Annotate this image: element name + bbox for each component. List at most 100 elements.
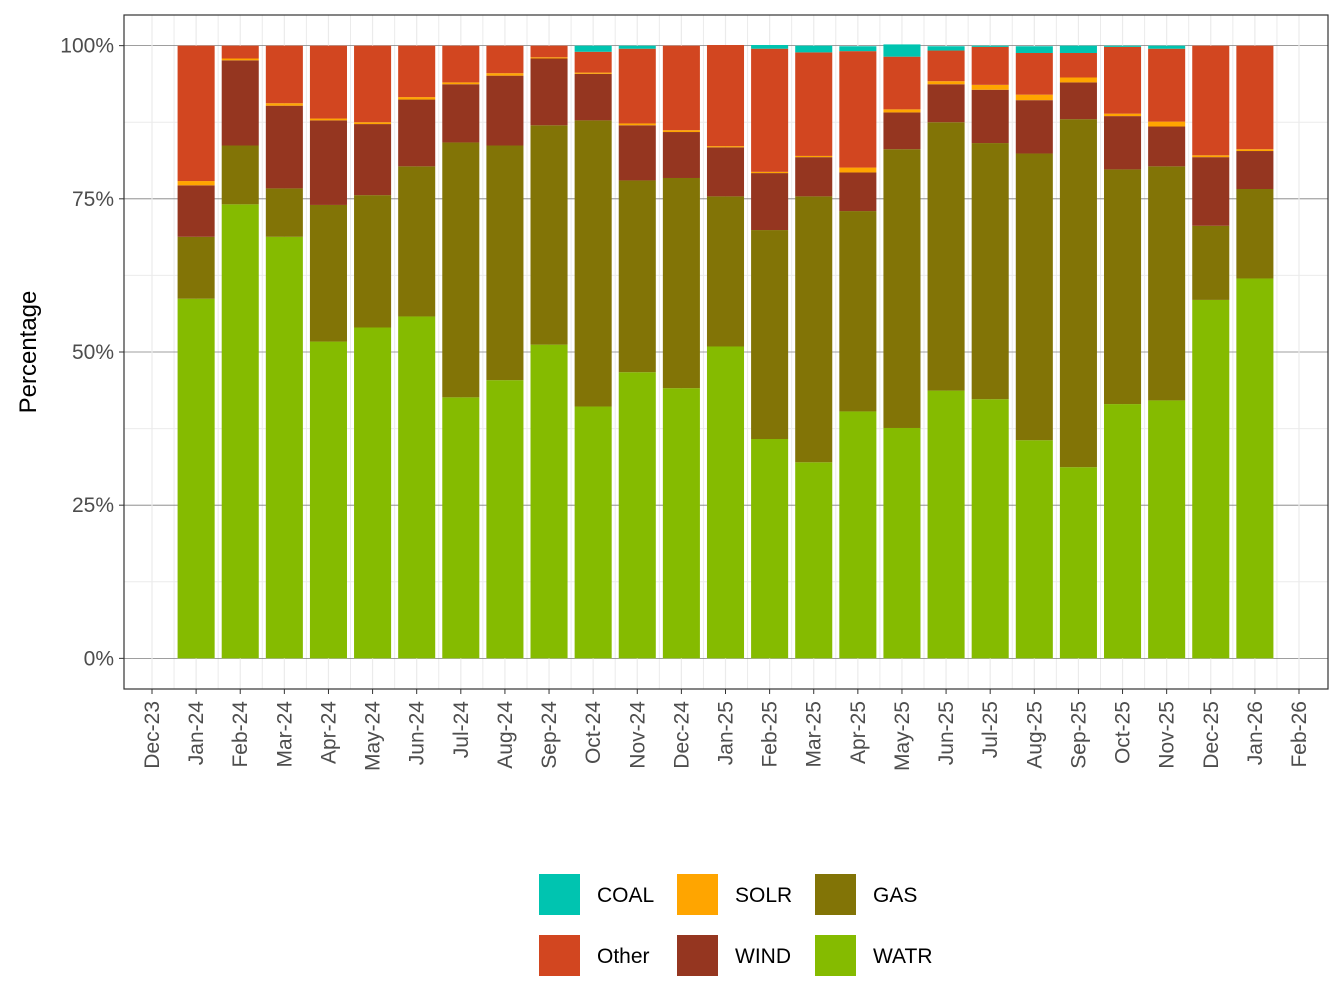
x-tick-label: Jan-24 bbox=[185, 701, 208, 766]
bar-segment bbox=[1236, 278, 1274, 659]
bar-segment bbox=[1104, 46, 1142, 114]
legend-label: GAS bbox=[873, 884, 917, 907]
bar-segment bbox=[751, 48, 789, 172]
bar-segment bbox=[706, 45, 745, 147]
bar-segment bbox=[839, 167, 877, 173]
x-tick-label: May-24 bbox=[362, 701, 385, 771]
bar-segment bbox=[486, 45, 524, 74]
bar-segment bbox=[795, 45, 833, 53]
x-tick-label: Feb-26 bbox=[1288, 701, 1311, 768]
bar-segment bbox=[751, 45, 789, 49]
bar-segment bbox=[751, 171, 789, 174]
bar-segment bbox=[354, 45, 392, 123]
bar-segment bbox=[618, 180, 656, 373]
bar-segment bbox=[486, 145, 524, 381]
bar-segment bbox=[971, 399, 1009, 659]
bar-segment bbox=[883, 109, 921, 113]
bar-segment bbox=[442, 397, 480, 659]
bar-segment bbox=[927, 122, 965, 391]
bar-segment bbox=[795, 157, 833, 197]
legend-key bbox=[677, 935, 718, 976]
x-tick-label: Feb-24 bbox=[229, 701, 252, 768]
bar-segment bbox=[309, 118, 347, 121]
bar-segment bbox=[751, 439, 789, 659]
legend-key bbox=[539, 874, 580, 915]
bar-segment bbox=[265, 236, 303, 659]
bar-segment bbox=[354, 122, 392, 125]
x-tick-label: Jan-26 bbox=[1244, 701, 1267, 765]
bar-segment bbox=[839, 51, 877, 168]
bar-segment bbox=[1148, 48, 1186, 122]
legend-label: SOLR bbox=[735, 884, 792, 907]
bar-segment bbox=[486, 380, 524, 659]
bar-segment bbox=[1148, 166, 1186, 401]
bar-segment bbox=[883, 427, 921, 659]
bar-segment bbox=[795, 196, 833, 463]
bar-segment bbox=[839, 46, 877, 52]
bar-segment bbox=[265, 105, 303, 189]
bar-segment bbox=[706, 146, 745, 148]
bar-segment bbox=[795, 52, 833, 156]
bar-segment bbox=[1104, 45, 1142, 47]
y-axis-title: Percentage bbox=[15, 291, 42, 414]
legend-key bbox=[677, 874, 718, 915]
bar-segment bbox=[309, 120, 347, 205]
bar-segment bbox=[795, 155, 833, 158]
bar-segment bbox=[1059, 119, 1097, 468]
bar-segment bbox=[265, 45, 303, 104]
bar-segment bbox=[574, 120, 612, 407]
bar-segment bbox=[309, 341, 347, 659]
x-tick-label: Jun-25 bbox=[935, 701, 958, 765]
x-tick-label: Jun-24 bbox=[406, 701, 429, 766]
bar-segment bbox=[177, 236, 215, 299]
bar-segment bbox=[883, 44, 921, 57]
bar-segment bbox=[177, 45, 215, 182]
bar-segment bbox=[309, 45, 347, 119]
bar-segment bbox=[221, 45, 259, 59]
bar-segment bbox=[265, 188, 303, 237]
bar-segment bbox=[1015, 46, 1053, 53]
bar-segment bbox=[177, 298, 215, 659]
bar-segment bbox=[1192, 157, 1230, 226]
x-tick-label: Jul-24 bbox=[450, 701, 473, 759]
bar-segment bbox=[574, 51, 612, 73]
bar-segment bbox=[662, 388, 700, 659]
bar-segment bbox=[574, 406, 612, 659]
bar-segment bbox=[221, 60, 259, 146]
bar-segment bbox=[662, 45, 700, 131]
bar-segment bbox=[971, 89, 1009, 144]
bar-segment bbox=[883, 112, 921, 150]
bar-segment bbox=[662, 130, 700, 133]
bar-segment bbox=[1192, 299, 1230, 659]
bar-segment bbox=[1015, 94, 1053, 101]
x-tick-label: Apr-24 bbox=[317, 701, 340, 764]
bar-segment bbox=[354, 124, 392, 196]
legend-label: Other bbox=[597, 945, 650, 968]
x-tick-label: Oct-24 bbox=[582, 701, 605, 764]
bar-segment bbox=[1059, 77, 1097, 83]
bar-segment bbox=[265, 103, 303, 106]
bar-segment bbox=[1104, 169, 1142, 405]
bar-segment bbox=[177, 181, 215, 186]
bar-segment bbox=[662, 132, 700, 178]
bar-segment bbox=[1148, 400, 1186, 659]
bar-segment bbox=[221, 204, 259, 659]
bar-segment bbox=[398, 99, 436, 167]
y-tick-label: 100% bbox=[60, 35, 114, 58]
bar-segment bbox=[1015, 153, 1053, 441]
x-tick-label: Aug-25 bbox=[1023, 701, 1046, 769]
bar-segment bbox=[398, 97, 436, 100]
bar-segment bbox=[530, 45, 568, 58]
bar-segment bbox=[177, 185, 215, 237]
x-tick-label: May-25 bbox=[891, 701, 914, 771]
bar-segment bbox=[530, 125, 568, 345]
bar-segment bbox=[486, 75, 524, 146]
bar-segment bbox=[486, 73, 524, 76]
bar-segment bbox=[442, 84, 480, 143]
bar-segment bbox=[927, 81, 965, 85]
bar-segment bbox=[927, 84, 965, 123]
bar-segment bbox=[839, 411, 877, 659]
bar-segment bbox=[398, 166, 436, 317]
panel-border bbox=[123, 14, 1329, 690]
bar-segment bbox=[442, 82, 480, 85]
